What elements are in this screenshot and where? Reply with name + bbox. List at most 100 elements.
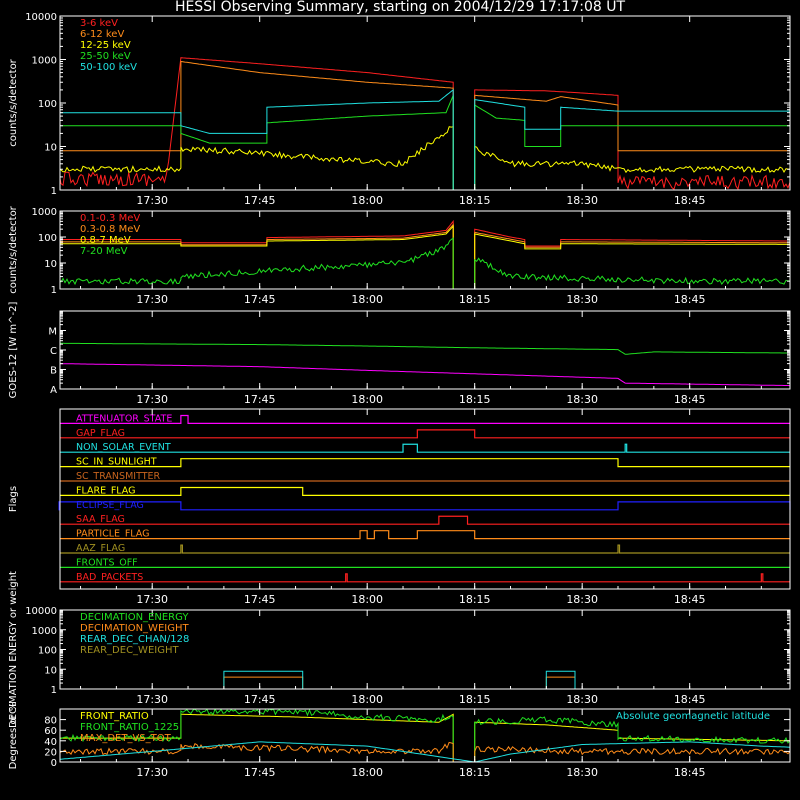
- flag-line-aaz-flag: [60, 544, 790, 554]
- series-line-max-det-vs-tot: [60, 741, 790, 762]
- x-tick-label: 18:00: [351, 693, 383, 706]
- panel-p1: 17:30 17:45 18:00 18:15 18:30 18:45 1 10 100 1000…: [8, 12, 791, 207]
- x-tick-label: 17:30: [136, 593, 168, 606]
- legend-entry: FRONT_RATIO_1225: [80, 722, 179, 733]
- series-line-12-25-kev: [60, 126, 790, 190]
- y-tick-label: 20: [44, 747, 57, 758]
- x-tick-label: 18:15: [459, 766, 491, 779]
- legend-entry: DECIMATION_WEIGHT: [80, 623, 189, 634]
- flag-label: NON_SOLAR_EVENT: [76, 442, 171, 453]
- x-tick-label: 18:45: [674, 194, 706, 207]
- series-line-decimation-weight: [60, 676, 790, 689]
- x-tick-label: 17:45: [244, 693, 276, 706]
- x-tick-label: 18:45: [674, 766, 706, 779]
- flag-label: FLARE_FLAG: [76, 485, 136, 496]
- series-line-front-ratio-1225: [60, 709, 790, 762]
- x-tick-label: 18:15: [459, 194, 491, 207]
- legend-entry: 0.1-0.3 MeV: [80, 213, 140, 224]
- x-tick-label: 18:00: [351, 766, 383, 779]
- panel-p5: 17:30 17:45 18:00 18:15 18:30 18:45 1 10 100 1000…: [8, 571, 791, 728]
- legend-entry: 12-25 keV: [80, 40, 131, 51]
- flag-label: SC_TRANSMITTER: [76, 471, 161, 482]
- flag-label: SAA_FLAG: [76, 514, 125, 525]
- series-line-rear-dec-chan-128: [60, 670, 790, 689]
- legend-entry: 0.3-0.8 MeV: [80, 224, 140, 235]
- x-tick-label: 17:30: [136, 766, 168, 779]
- series-line-0-8-7-mev: [60, 224, 790, 289]
- y-tick-label: M: [48, 327, 57, 338]
- y-axis-label: GOES-12 [W m^-2]: [8, 302, 19, 399]
- flag-line-eclipse-flag: [58, 501, 791, 511]
- x-tick-label: 18:45: [674, 593, 706, 606]
- y-tick-label: A: [50, 385, 57, 396]
- legend-entry: FRONT_RATIO: [80, 711, 149, 722]
- y-tick-label: 10000: [25, 606, 57, 617]
- legend-entry: 7-20 MeV: [80, 246, 128, 257]
- series-line-7-20-mev: [60, 237, 790, 289]
- chart-title: HESSI Observing Summary, starting on 200…: [174, 0, 626, 15]
- series-line-0-1-0-3-mev: [60, 219, 790, 289]
- y-tick-label: 40: [44, 737, 57, 748]
- flag-line-gap-flag: [60, 429, 790, 439]
- x-tick-label: 18:15: [459, 693, 491, 706]
- x-tick-label: 17:30: [136, 393, 168, 406]
- y-tick-label: 10: [44, 143, 57, 154]
- x-tick-label: 18:15: [459, 593, 491, 606]
- y-tick-label: 0: [51, 758, 57, 769]
- y-tick-label: 80: [44, 716, 57, 727]
- flag-line-bad-packets: [60, 573, 790, 583]
- y-axis-label: counts/s/detector: [8, 58, 19, 146]
- y-tick-label: 10: [44, 259, 57, 270]
- y-tick-label: 100: [38, 646, 57, 657]
- y-tick-label: 1000: [32, 207, 57, 218]
- flag-line-flare-flag: [60, 486, 790, 496]
- legend-entry: REAR_DEC_CHAN/128: [80, 634, 189, 645]
- x-tick-label: 17:45: [244, 593, 276, 606]
- flag-label: PARTICLE_FLAG: [76, 529, 149, 540]
- x-tick-label: 18:00: [351, 194, 383, 207]
- x-tick-label: 18:45: [674, 693, 706, 706]
- series-line-0-3-0-8-mev: [60, 223, 790, 289]
- x-tick-label: 18:45: [674, 393, 706, 406]
- legend-entry: 0.8-7 MeV: [80, 235, 131, 246]
- x-tick-label: 18:45: [674, 293, 706, 306]
- axes-frame: [59, 408, 791, 590]
- flag-label: ATTENUATOR_STATE: [76, 413, 172, 424]
- x-tick-label: 17:30: [136, 194, 168, 207]
- x-tick-label: 17:30: [136, 293, 168, 306]
- y-tick-label: 60: [44, 726, 57, 737]
- flag-line-saa-flag: [60, 515, 790, 525]
- y-tick-label: 1000: [32, 626, 57, 637]
- x-tick-label: 18:30: [566, 766, 598, 779]
- y-tick-label: 100: [38, 99, 57, 110]
- legend-entry: 50-100 keV: [80, 62, 137, 73]
- axes-frame: [59, 210, 791, 290]
- x-tick-label: 17:45: [244, 194, 276, 207]
- flag-label: GAP_FLAG: [76, 428, 125, 439]
- x-tick-label: 18:30: [566, 693, 598, 706]
- axes-frame: [59, 310, 791, 390]
- x-tick-label: 18:30: [566, 293, 598, 306]
- x-tick-label: 17:45: [244, 293, 276, 306]
- y-axis-label: counts/s/detector: [8, 205, 19, 293]
- legend-entry: 6-12 keV: [80, 29, 124, 40]
- y-tick-label: B: [50, 366, 57, 377]
- x-tick-label: 18:30: [566, 593, 598, 606]
- panel-p2: 17:30 17:45 18:00 18:15 18:30 18:45 1 10 100 1000…: [8, 205, 791, 306]
- y-tick-label: 1: [51, 186, 57, 197]
- flag-line-sc-in-sunlight: [60, 458, 790, 468]
- x-tick-label: 18:00: [351, 393, 383, 406]
- series-line-p3-0: [60, 342, 790, 355]
- y-tick-label: C: [50, 346, 57, 357]
- x-tick-label: 18:00: [351, 593, 383, 606]
- x-tick-label: 18:15: [459, 293, 491, 306]
- x-tick-label: 18:00: [351, 293, 383, 306]
- y-tick-label: 1: [51, 685, 57, 696]
- panel-p4: ATTENUATOR_STATE GAP_FLAG NON_SOLAR_EVENT S…: [8, 408, 791, 606]
- x-tick-label: 17:45: [244, 393, 276, 406]
- flag-label: FRONTS_OFF: [76, 557, 138, 568]
- y-axis-label: Degrees or %: [8, 702, 19, 770]
